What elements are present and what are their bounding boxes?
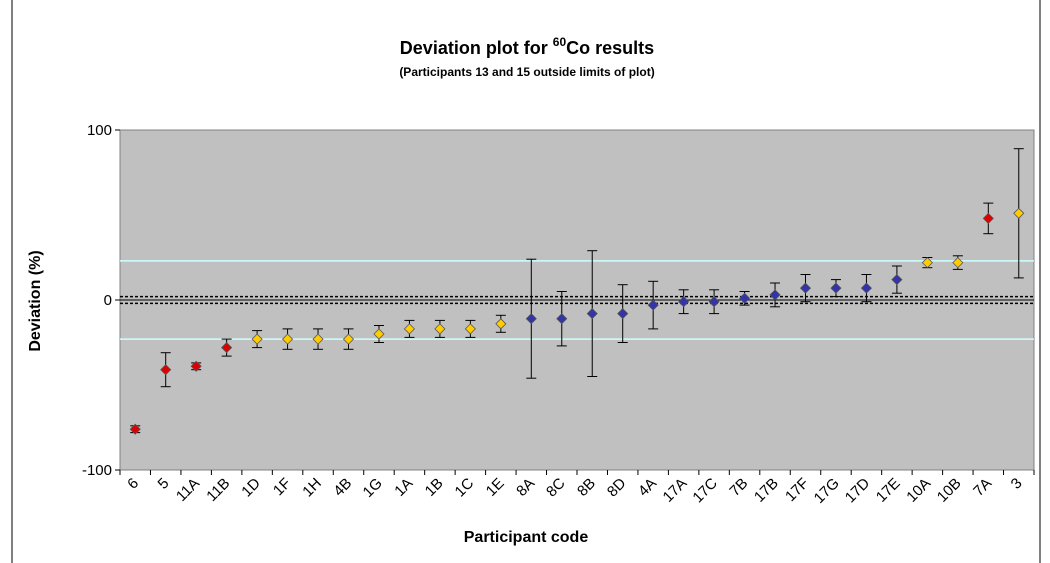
data-point <box>982 212 994 224</box>
data-point <box>830 282 842 294</box>
data-point <box>160 364 172 376</box>
data-point <box>129 423 141 435</box>
data-point <box>342 333 355 345</box>
data-point <box>739 292 751 304</box>
data-point <box>647 299 659 311</box>
data-point <box>251 333 263 345</box>
data-point <box>678 296 690 308</box>
data-point <box>952 257 964 269</box>
data-point <box>434 323 446 335</box>
y-tick-label: -100 <box>82 462 112 479</box>
data-point <box>586 308 598 320</box>
data-point <box>190 360 202 372</box>
y-axis-title: Deviation (%) <box>27 250 44 351</box>
data-point <box>921 257 933 269</box>
data-point <box>617 308 629 320</box>
chart-title: Deviation plot for 60Co results <box>400 35 654 58</box>
data-point <box>403 323 415 335</box>
data-point <box>282 333 294 345</box>
data-point <box>495 318 507 330</box>
data-point <box>464 323 476 335</box>
data-point <box>525 313 537 325</box>
data-point <box>891 274 903 286</box>
data-point <box>799 282 812 294</box>
data-point <box>769 289 781 301</box>
data-point <box>708 296 720 308</box>
x-axis-title: Participant code <box>464 529 589 546</box>
chart-subtitle: (Participants 13 and 15 outside limits o… <box>399 65 654 79</box>
data-point <box>312 333 324 345</box>
data-point <box>1013 207 1025 219</box>
y-tick-label: 100 <box>87 122 112 139</box>
y-tick-label: 0 <box>104 292 112 309</box>
data-point <box>556 313 568 325</box>
data-point <box>373 328 385 340</box>
data-point <box>221 342 233 354</box>
data-point <box>860 282 872 294</box>
